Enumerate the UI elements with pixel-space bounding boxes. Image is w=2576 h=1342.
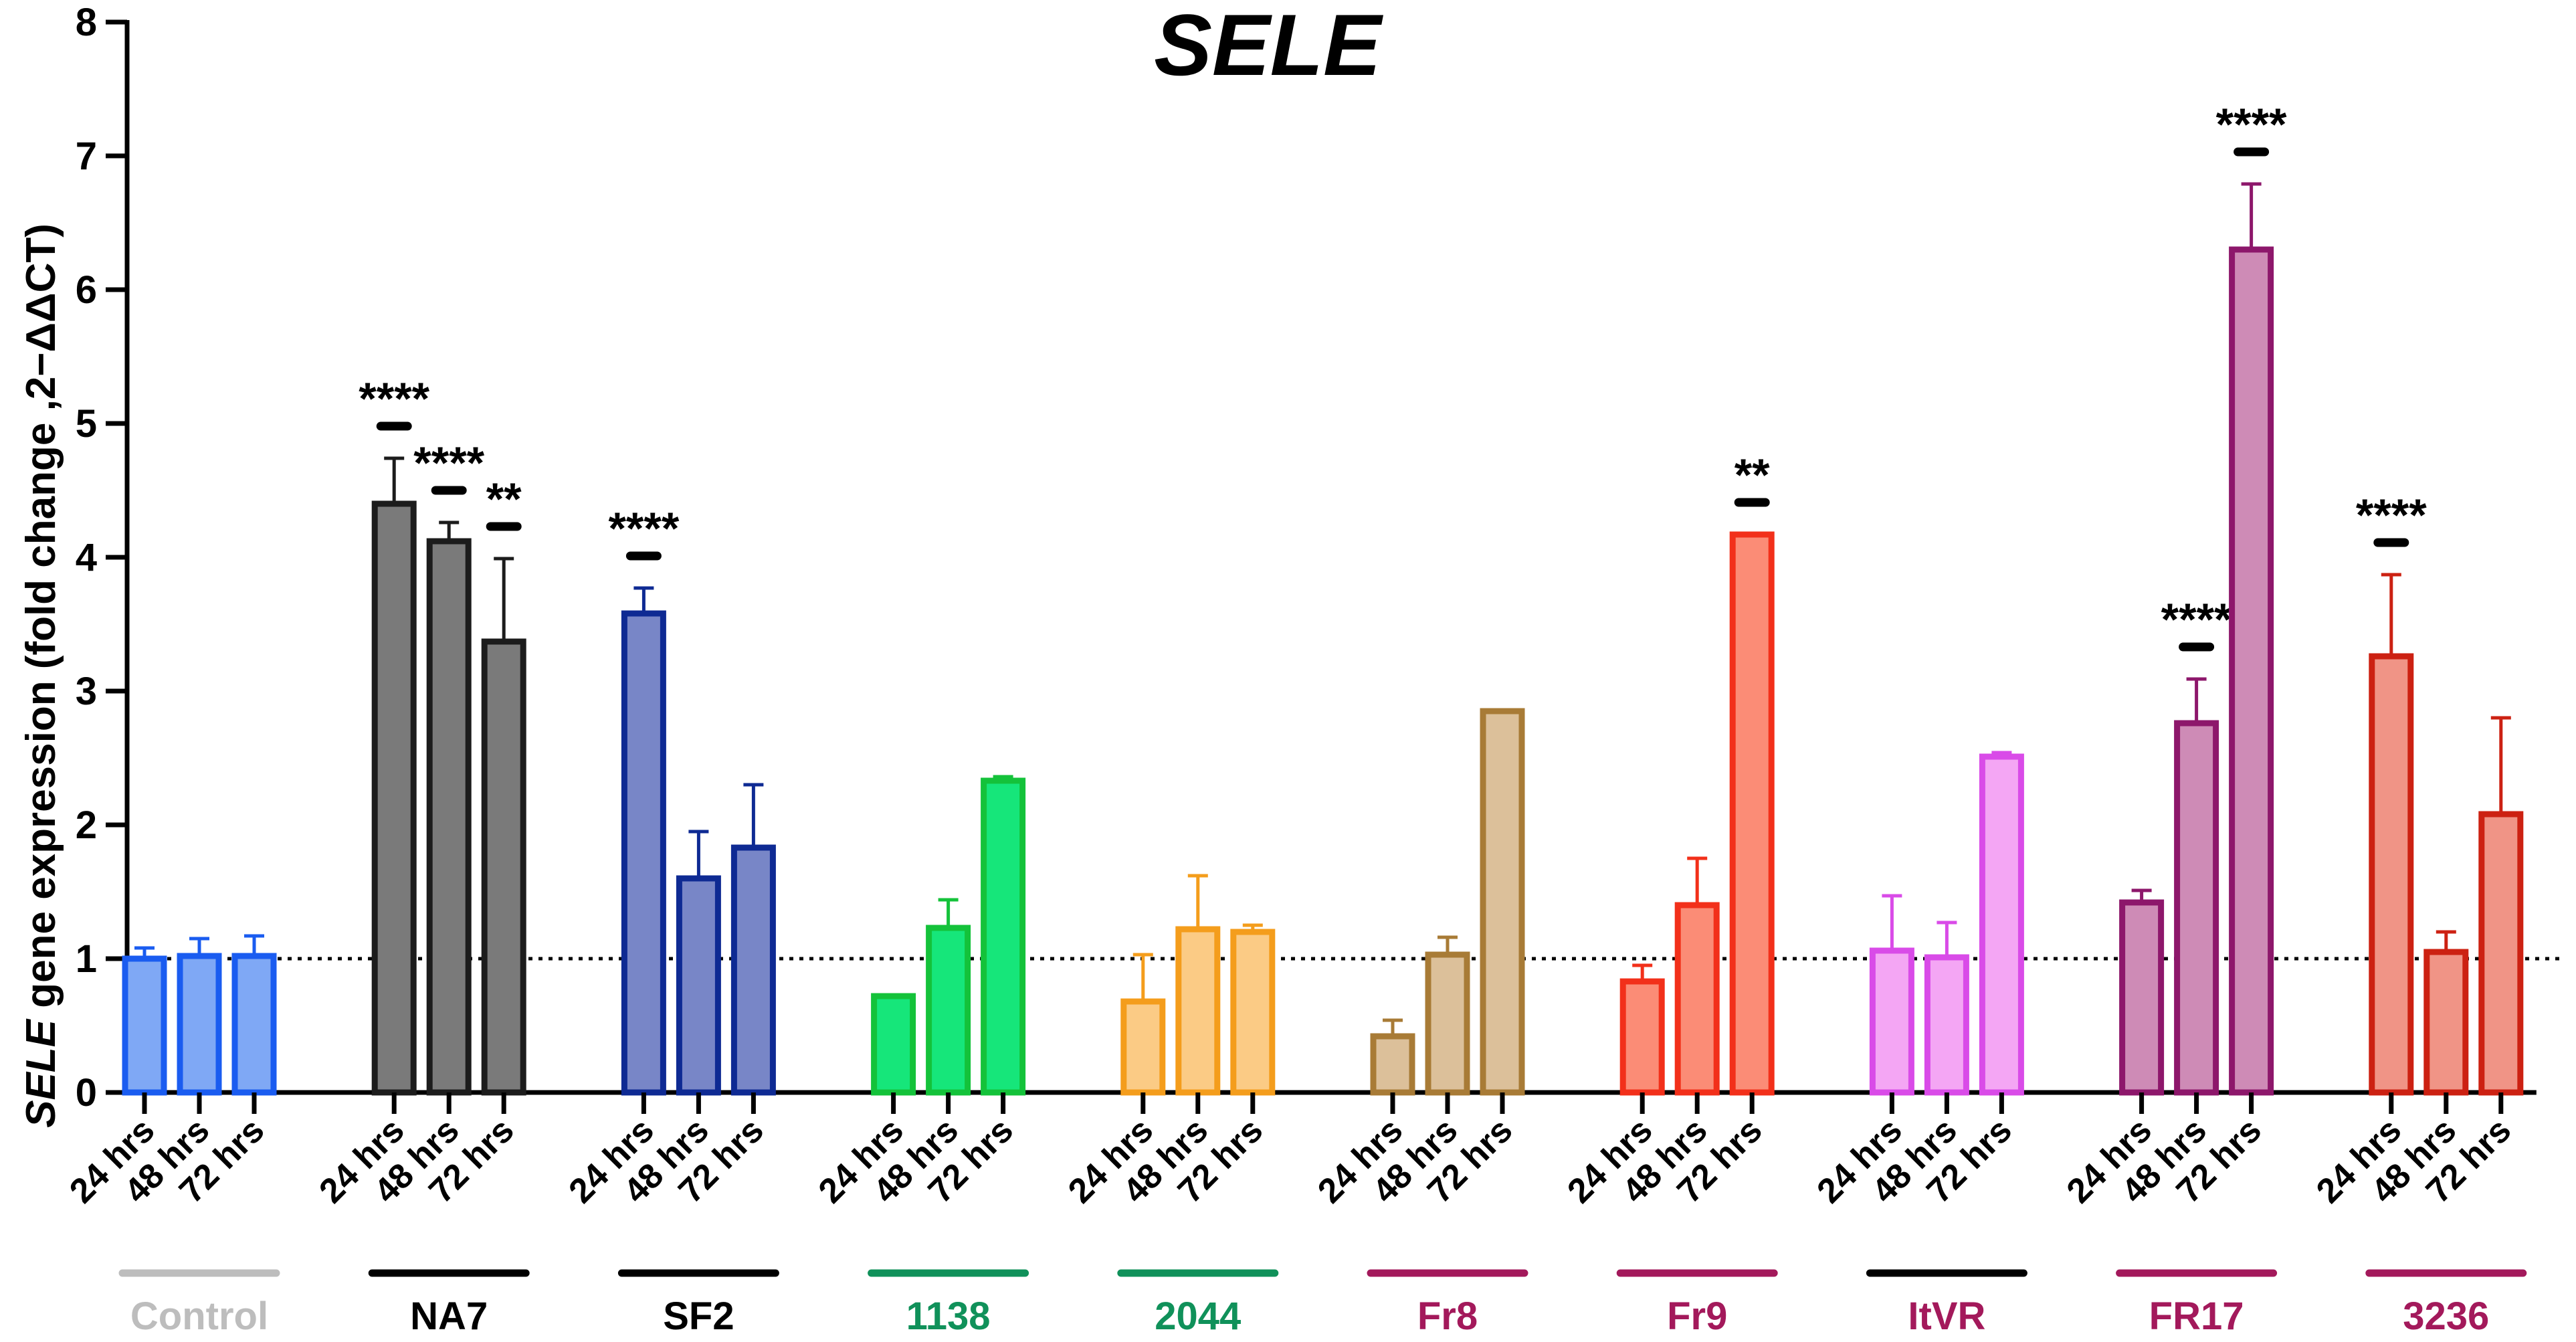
- bar-NA7-48hrs: [426, 538, 472, 1096]
- y-axis-label-text: gene expression (fold change ,2−ΔΔCT): [18, 223, 64, 1020]
- bar-NA7-72hrs: [481, 638, 526, 1096]
- group-label-ItVR: ItVR: [1908, 1295, 1985, 1338]
- y-tick-label: 4: [76, 536, 97, 579]
- group-label-3236: 3236: [2403, 1295, 2489, 1338]
- bar-1138-48hrs: [926, 925, 971, 1096]
- bar-2044-24hrs: [1120, 998, 1166, 1096]
- bar-SF2-24hrs: [621, 610, 666, 1096]
- y-tick-label: 7: [76, 134, 97, 178]
- y-tick-label: 6: [76, 268, 97, 312]
- group-label-SF2: SF2: [663, 1295, 734, 1338]
- group-label-FR17: FR17: [2149, 1295, 2244, 1338]
- group-label-Fr9: Fr9: [1667, 1295, 1727, 1338]
- significance-label: ****: [2161, 594, 2232, 645]
- bar-FR17-48hrs: [2174, 720, 2219, 1096]
- significance-label: **: [1735, 450, 1770, 500]
- bar-Control-72hrs: [231, 953, 277, 1096]
- bar-Fr9-24hrs: [1619, 978, 1665, 1096]
- chart-title: SELE: [1154, 0, 1383, 94]
- bar-Fr8-24hrs: [1370, 1033, 1415, 1096]
- bar-Control-24hrs: [122, 955, 167, 1096]
- y-tick-label: 0: [76, 1071, 97, 1115]
- y-tick-label: 2: [76, 803, 97, 847]
- significance-label: ****: [359, 373, 429, 424]
- significance-label: ****: [2216, 99, 2287, 150]
- y-tick-label: 1: [76, 937, 97, 981]
- bar-3236-48hrs: [2423, 949, 2469, 1096]
- bar-1138-72hrs: [981, 777, 1026, 1096]
- bar-Fr8-48hrs: [1425, 951, 1470, 1096]
- bar-3236-24hrs: [2369, 653, 2414, 1096]
- bar-FR17-72hrs: [2229, 246, 2274, 1096]
- bar-2044-72hrs: [1230, 929, 1276, 1096]
- bar-Fr9-72hrs: [1729, 531, 1775, 1096]
- group-label-NA7: NA7: [410, 1295, 488, 1338]
- bar-ItVR-24hrs: [1869, 947, 1914, 1096]
- group-label-1138: 1138: [906, 1295, 991, 1338]
- bar-SF2-48hrs: [676, 875, 721, 1096]
- y-tick-label: 8: [76, 1, 97, 44]
- y-tick-label: 5: [76, 402, 97, 446]
- bar-NA7-24hrs: [371, 500, 417, 1096]
- bar-2044-48hrs: [1175, 926, 1221, 1096]
- y-axis-label: SELE gene expression (fold change ,2−ΔΔC…: [18, 223, 64, 1128]
- bar-3236-72hrs: [2478, 811, 2524, 1096]
- bar-1138-24hrs: [871, 993, 916, 1096]
- significance-label: ****: [413, 438, 484, 488]
- group-label-Fr8: Fr8: [1417, 1295, 1478, 1338]
- group-label-Control: Control: [130, 1295, 268, 1338]
- bar-Fr8-72hrs: [1480, 708, 1525, 1096]
- bar-FR17-24hrs: [2119, 899, 2165, 1096]
- bar-SF2-72hrs: [730, 844, 776, 1096]
- significance-label: ****: [608, 503, 679, 554]
- group-label-2044: 2044: [1155, 1295, 1241, 1338]
- y-tick-label: 3: [76, 670, 97, 713]
- bar-ItVR-72hrs: [1979, 753, 2024, 1096]
- bar-Fr9-48hrs: [1674, 902, 1720, 1096]
- significance-label: **: [486, 474, 522, 524]
- significance-label: ****: [2356, 490, 2427, 541]
- y-axis-label-gene: SELE: [18, 1018, 64, 1128]
- bar-Control-48hrs: [177, 953, 222, 1096]
- bar-ItVR-48hrs: [1924, 954, 1969, 1096]
